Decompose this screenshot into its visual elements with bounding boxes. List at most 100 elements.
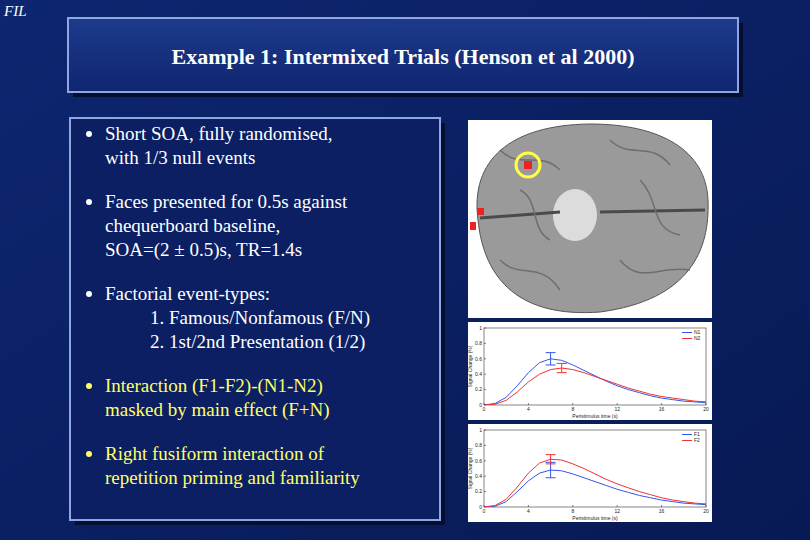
bullet-dot [86,199,92,205]
x-tick-label: 8 [571,508,574,514]
x-tick-label: 20 [703,508,709,514]
brain-fold [610,140,670,165]
bullet-text: Right fusiform interaction of [105,443,325,464]
y-tick [484,343,486,344]
error-stem [550,353,551,365]
bullet-subtext: 2. 1st/2nd Presentation (1/2) [150,331,365,353]
y-tick-label: 0.4 [475,473,482,479]
y-tick-label: 0.2 [475,488,482,494]
error-cap [546,352,556,353]
brain-bg [468,120,712,318]
y-tick-label: 0.2 [475,386,482,392]
bullet-text: Short SOA, fully randomised, [105,123,332,144]
x-tick [661,505,662,507]
activation [470,222,476,230]
chart-bg [468,322,712,420]
plot-area [484,353,706,405]
x-tick [706,403,707,405]
plot-frame [484,328,706,405]
y-tick-label: 0.6 [475,356,482,362]
y-tick-label: 0.4 [475,371,482,377]
error-stem [550,462,551,477]
legend-label: N2 [694,335,701,341]
bullet-text: SOA=(2 ± 0.5)s, TR=1.4s [105,239,302,261]
y-tick [484,389,486,390]
header: FIL [3,3,27,19]
error-bar [546,455,556,464]
x-tick-label: 8 [571,406,574,412]
x-tick-label: 16 [659,406,665,412]
y-axis-label: Signal Change (%) [467,345,473,387]
activation [524,161,532,169]
bullet-text: with 1/3 null events [105,147,255,168]
x-tick [617,505,618,507]
legend-swatch [682,440,692,441]
legend-swatch [682,338,692,339]
legend-label: F2 [694,437,700,443]
error-cap [557,363,567,364]
brain-fold [620,260,690,273]
x-tick-label: 0 [483,508,486,514]
plot-area [484,455,706,507]
x-axis-label: Peristimulus time (s) [572,413,618,419]
y-tick-label: 0 [479,504,482,510]
error-stem [561,363,562,372]
y-tick-label: 0.6 [475,458,482,464]
bullet-dot [86,451,92,457]
x-tick-label: 0 [483,406,486,412]
series-line [484,368,706,405]
y-tick-label: 1 [479,427,482,433]
y-tick [484,476,486,477]
bullet-text: Factorial event-types: [105,283,270,304]
x-tick [572,505,573,507]
bullet-box [70,118,440,520]
x-tick [617,403,618,405]
error-bar [546,353,556,365]
x-tick [572,403,573,405]
error-cap [546,463,556,464]
x-tick [661,403,662,405]
brain-fold [640,180,680,235]
bullet-subtext: 1. Famous/Nonfamous (F/N) [150,307,370,329]
error-bar [546,462,556,477]
x-tick-label: 16 [659,508,665,514]
x-axis-label: Peristimulus time (s) [572,515,618,521]
background [0,0,810,540]
bullet-text: masked by main effect (F+N) [105,399,330,421]
bullet-text: Interaction (F1-F2)-(N1-N2) [105,375,323,397]
y-axis-label: Signal Change (%) [467,447,473,489]
brain-fissure [480,210,705,218]
brain-fold [500,260,560,290]
error-cap [546,477,556,478]
x-tick [528,505,529,507]
error-stem [550,455,551,464]
bullet-text: Faces presented for 0.5s against [105,191,348,212]
legend-swatch [682,434,692,435]
bullet-dot [86,383,92,389]
y-tick-label: 0 [479,402,482,408]
y-tick [484,445,486,446]
bullet-text: chequerboard baseline, [105,215,280,236]
error-cap [546,454,556,455]
brain-shape [477,124,708,313]
series-line [484,359,706,405]
x-tick [706,505,707,507]
y-tick-label: 0.8 [475,442,482,448]
chart-bg [468,424,712,522]
x-tick-label: 4 [527,508,530,514]
chart: 04812162000.20.40.60.81Peristimulus time… [467,322,712,420]
error-cap [546,364,556,365]
x-tick [528,403,529,405]
legend-swatch [682,332,692,333]
error-cap [557,372,567,373]
activation [477,208,484,215]
plot-frame [484,430,706,507]
chart: 04812162000.20.40.60.81Peristimulus time… [467,424,712,522]
slide: FILExample 1: Intermixed Trials (Henson … [0,0,810,540]
brain-image [468,120,712,318]
bullet-dot [86,291,92,297]
series-line [484,470,706,507]
brain-stem [553,189,597,241]
bullet-text: repetition priming and familiarity [105,467,360,488]
brain-fold [520,190,550,240]
